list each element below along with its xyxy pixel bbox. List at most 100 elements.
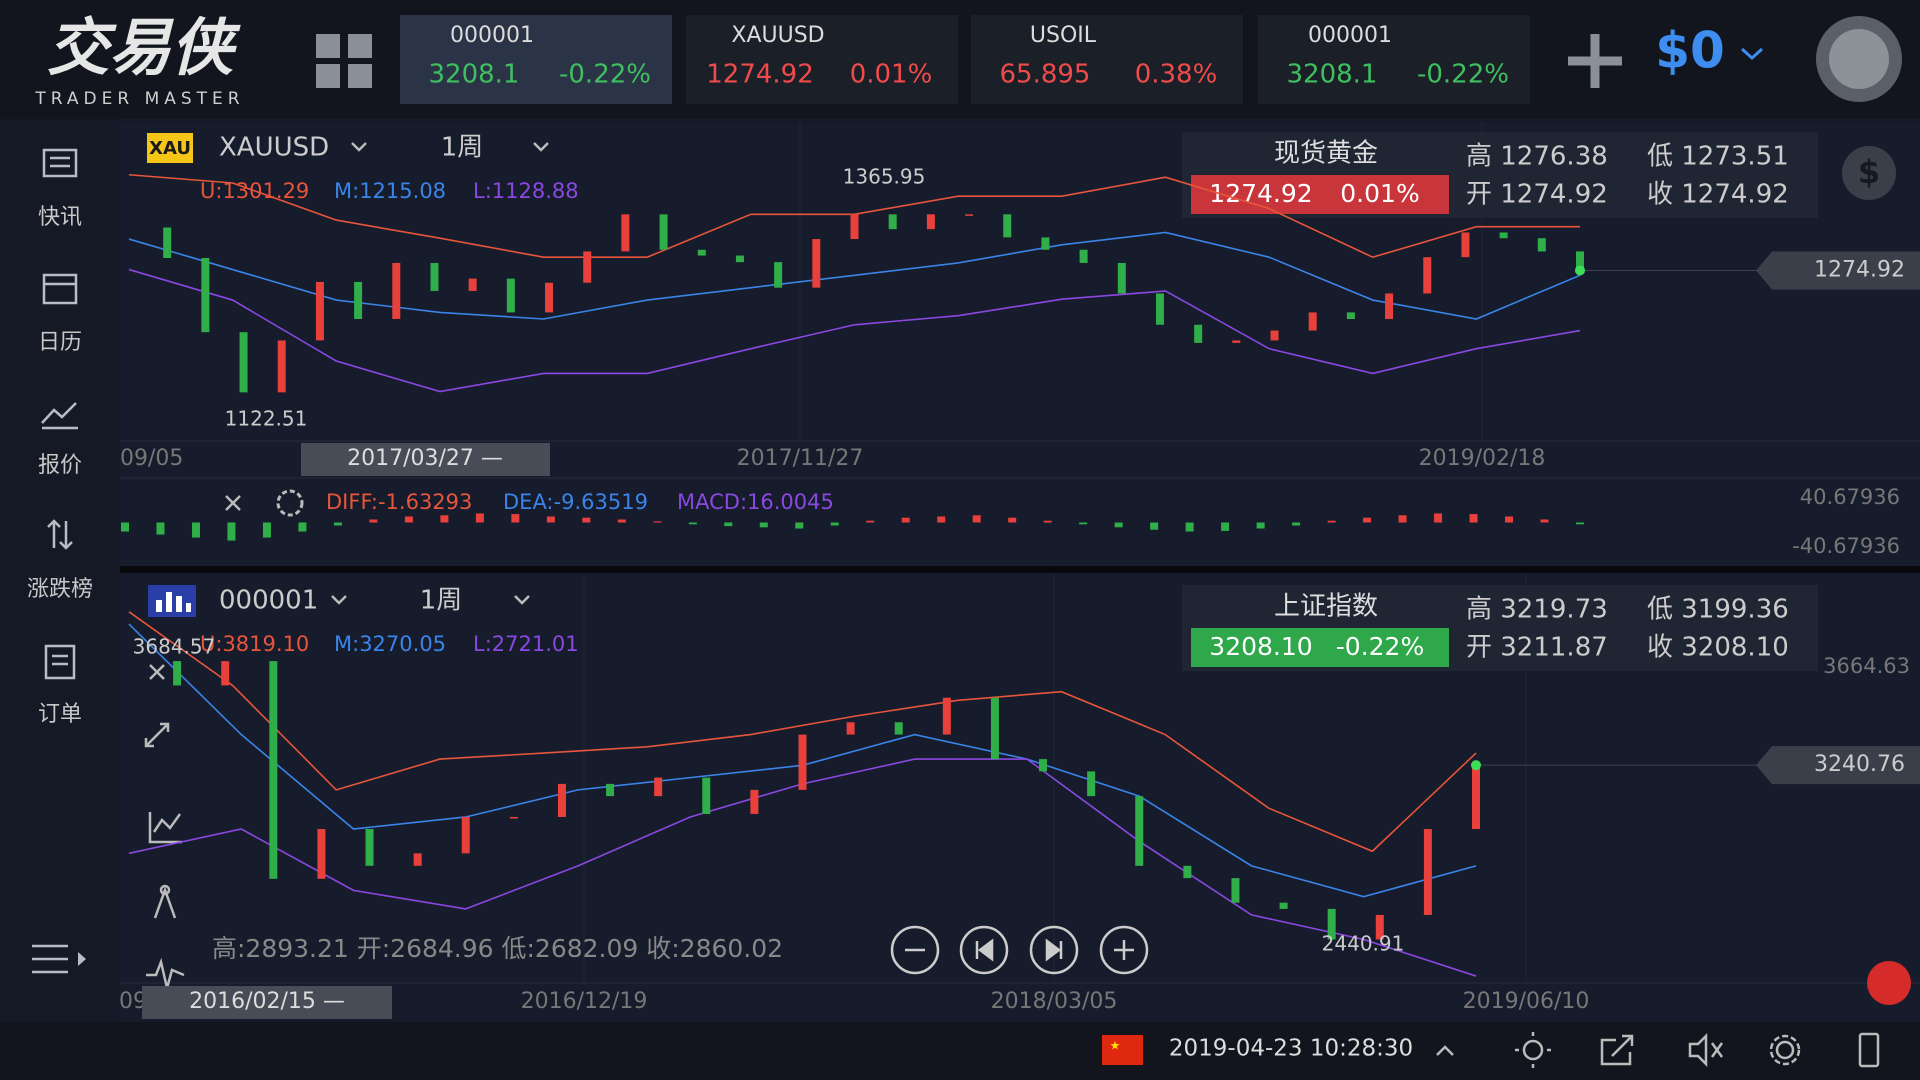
candle [1472, 765, 1480, 830]
macd-bar [937, 516, 946, 523]
candle [545, 282, 554, 313]
period[interactable]: 1周 [420, 586, 463, 616]
candle [269, 661, 278, 879]
candle [942, 697, 951, 735]
candle [1194, 324, 1203, 343]
footer-icons[interactable] [1436, 1032, 1880, 1068]
sidebar-item[interactable]: 报价 [38, 453, 82, 478]
macd-bar [1327, 520, 1336, 523]
chevrons[interactable] [331, 142, 549, 605]
sidebar-item[interactable]: 快讯 [38, 205, 82, 230]
ticker-card[interactable] [400, 15, 672, 104]
band-line [128, 268, 1581, 393]
candle [735, 255, 744, 263]
sidebar-item[interactable]: 日历 [38, 330, 82, 355]
candle [413, 853, 422, 866]
crosshair-date: 2016/02/15 — [189, 989, 345, 1014]
ticker-card[interactable] [1258, 15, 1530, 104]
candle [239, 332, 248, 393]
macd-bar [475, 513, 484, 523]
balance-chevron[interactable] [1740, 47, 1764, 61]
candle [392, 262, 401, 320]
ticker-card[interactable] [971, 15, 1243, 104]
symbol-badge-text: XAU [149, 138, 191, 159]
symbol[interactable]: XAUUSD [219, 133, 329, 163]
macd-label: DEA:-9.63519 [503, 490, 648, 514]
candle [798, 734, 807, 790]
candle [1385, 293, 1394, 320]
macd-bar [333, 522, 342, 526]
candle [173, 661, 182, 686]
candle [1079, 249, 1088, 263]
macd-bar [1292, 522, 1301, 526]
macd-bar [1540, 519, 1549, 523]
macd-bar [617, 519, 626, 523]
info-high: 高 3219.73 [1466, 595, 1608, 625]
candle [846, 722, 855, 735]
info-open: 开 1274.92 [1466, 180, 1608, 210]
symbol[interactable]: 000001 [219, 586, 318, 616]
info-price-box [1191, 175, 1449, 214]
ohlc-text: 高:2893.21 开:2684.96 低:2682.09 收:2860.02 [212, 934, 783, 963]
macd-bar [511, 514, 520, 523]
candle [1135, 796, 1144, 866]
candle [1183, 865, 1192, 879]
sidebar-icons [32, 148, 78, 974]
balance[interactable]: $0 [1655, 22, 1725, 80]
chart-tools[interactable] [144, 664, 185, 989]
candle [606, 783, 615, 797]
info-change: -0.22% [1336, 632, 1424, 661]
settings-icon[interactable] [276, 489, 304, 517]
ticker-price: 65.895 [1000, 60, 1091, 90]
macd-tick-label: 40.67936 [1800, 485, 1900, 509]
x-tick-label: 2017/11/27 [737, 446, 864, 471]
candle [888, 214, 897, 230]
macd-bar [156, 522, 165, 535]
price-tag [1756, 251, 1920, 290]
axis-label: 3664.63 [1823, 654, 1910, 678]
candle [365, 829, 374, 866]
ticker-symbol: XAUUSD [731, 23, 824, 48]
sidebar-item[interactable]: 订单 [38, 702, 82, 727]
macd-bar [1576, 522, 1584, 525]
currency-button[interactable] [1842, 146, 1896, 200]
band-label: U:3819.10 [200, 632, 309, 656]
candle [850, 214, 859, 240]
candle [461, 816, 470, 854]
ticker-change: 0.38% [1135, 60, 1218, 90]
candle [1270, 330, 1279, 341]
candle [659, 214, 668, 250]
candle [1117, 262, 1126, 294]
sidebar [0, 119, 120, 1022]
menu-arrow[interactable] [78, 952, 86, 966]
x-tick-label: 2016/12/19 [521, 989, 648, 1014]
info-low: 低 3199.36 [1647, 595, 1789, 625]
crosshair-date-box [142, 986, 392, 1019]
period[interactable]: 1周 [441, 133, 484, 163]
add-button[interactable] [1568, 34, 1622, 88]
candle [1327, 908, 1336, 940]
avatar-inner [1829, 29, 1889, 89]
macd-bar [404, 516, 413, 523]
macd-bar [830, 522, 839, 526]
ticker-card[interactable] [686, 15, 958, 104]
macd-bar [688, 522, 697, 525]
crosshair-date-box [301, 443, 550, 476]
playback-controls[interactable] [890, 925, 1149, 975]
macd-bar [298, 522, 307, 532]
flag[interactable] [1102, 1035, 1143, 1065]
sidebar-item[interactable]: 涨跌榜 [27, 577, 93, 602]
candle [774, 262, 783, 288]
brand-badge [1867, 961, 1911, 1005]
grid-icon[interactable] [316, 34, 372, 88]
info-price-box [1191, 628, 1449, 667]
x-tick-label: 09/05 [120, 446, 183, 471]
close-icon[interactable] [225, 495, 241, 511]
last-price-dot [1575, 265, 1585, 276]
price-tag-text: 1274.92 [1814, 257, 1905, 282]
macd-bar [795, 522, 804, 529]
candle [1461, 232, 1470, 258]
candle [1155, 293, 1164, 325]
info-close: 收 3208.10 [1647, 633, 1789, 663]
